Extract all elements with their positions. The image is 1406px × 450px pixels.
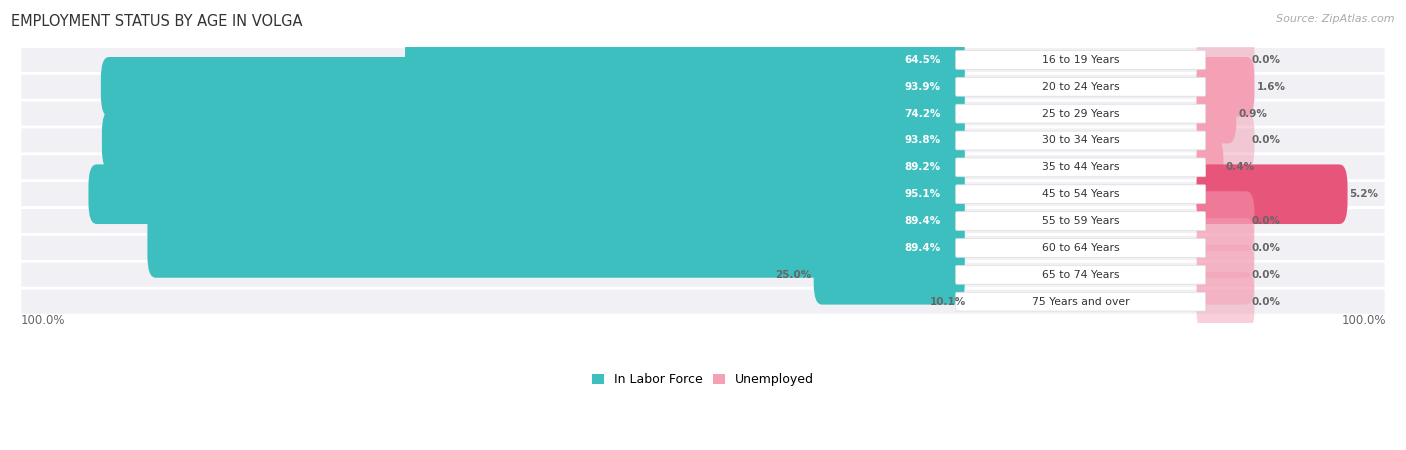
FancyBboxPatch shape — [20, 261, 1386, 288]
FancyBboxPatch shape — [1197, 84, 1236, 144]
FancyBboxPatch shape — [101, 111, 965, 170]
FancyBboxPatch shape — [20, 100, 1386, 127]
Text: 5.2%: 5.2% — [1350, 189, 1379, 199]
Text: 64.5%: 64.5% — [904, 55, 941, 65]
FancyBboxPatch shape — [20, 181, 1386, 207]
Text: 74.2%: 74.2% — [904, 108, 941, 119]
FancyBboxPatch shape — [1197, 111, 1254, 170]
Text: 10.1%: 10.1% — [929, 297, 966, 306]
Legend: In Labor Force, Unemployed: In Labor Force, Unemployed — [592, 373, 814, 386]
Text: 0.9%: 0.9% — [1239, 108, 1267, 119]
Text: 75 Years and over: 75 Years and over — [1032, 297, 1129, 306]
FancyBboxPatch shape — [956, 158, 1205, 177]
Text: 35 to 44 Years: 35 to 44 Years — [1042, 162, 1119, 172]
Text: 0.4%: 0.4% — [1226, 162, 1254, 172]
FancyBboxPatch shape — [305, 84, 965, 144]
Text: 93.9%: 93.9% — [905, 82, 941, 92]
FancyBboxPatch shape — [20, 73, 1386, 100]
FancyBboxPatch shape — [149, 138, 965, 197]
FancyBboxPatch shape — [956, 131, 1205, 150]
Text: 95.1%: 95.1% — [905, 189, 941, 199]
FancyBboxPatch shape — [956, 185, 1205, 203]
FancyBboxPatch shape — [956, 104, 1205, 123]
Text: 55 to 59 Years: 55 to 59 Years — [1042, 216, 1119, 226]
Text: 89.4%: 89.4% — [904, 216, 941, 226]
FancyBboxPatch shape — [1197, 57, 1254, 117]
FancyBboxPatch shape — [20, 127, 1386, 154]
FancyBboxPatch shape — [956, 77, 1205, 96]
Text: 20 to 24 Years: 20 to 24 Years — [1042, 82, 1119, 92]
Text: 65 to 74 Years: 65 to 74 Years — [1042, 270, 1119, 280]
FancyBboxPatch shape — [89, 164, 965, 224]
Text: 30 to 34 Years: 30 to 34 Years — [1042, 135, 1119, 145]
FancyBboxPatch shape — [814, 245, 965, 305]
Text: 60 to 64 Years: 60 to 64 Years — [1042, 243, 1119, 253]
FancyBboxPatch shape — [148, 218, 965, 278]
Text: 0.0%: 0.0% — [1251, 55, 1281, 65]
FancyBboxPatch shape — [1197, 138, 1223, 197]
FancyBboxPatch shape — [20, 234, 1386, 261]
FancyBboxPatch shape — [405, 30, 965, 90]
FancyBboxPatch shape — [956, 238, 1205, 257]
FancyBboxPatch shape — [956, 292, 1205, 311]
Text: 0.0%: 0.0% — [1251, 135, 1281, 145]
FancyBboxPatch shape — [101, 57, 965, 117]
FancyBboxPatch shape — [1197, 30, 1254, 90]
FancyBboxPatch shape — [956, 50, 1205, 69]
FancyBboxPatch shape — [1197, 272, 1254, 332]
Text: 0.0%: 0.0% — [1251, 216, 1281, 226]
FancyBboxPatch shape — [956, 266, 1205, 284]
FancyBboxPatch shape — [1197, 191, 1254, 251]
Text: 45 to 54 Years: 45 to 54 Years — [1042, 189, 1119, 199]
FancyBboxPatch shape — [956, 212, 1205, 230]
Text: 89.4%: 89.4% — [904, 243, 941, 253]
Text: 0.0%: 0.0% — [1251, 243, 1281, 253]
FancyBboxPatch shape — [20, 288, 1386, 315]
Text: 0.0%: 0.0% — [1251, 297, 1281, 306]
Text: 0.0%: 0.0% — [1251, 270, 1281, 280]
Text: 100.0%: 100.0% — [1341, 315, 1386, 328]
Text: 93.8%: 93.8% — [905, 135, 941, 145]
Text: 25.0%: 25.0% — [775, 270, 811, 280]
Text: EMPLOYMENT STATUS BY AGE IN VOLGA: EMPLOYMENT STATUS BY AGE IN VOLGA — [11, 14, 302, 28]
Text: 16 to 19 Years: 16 to 19 Years — [1042, 55, 1119, 65]
FancyBboxPatch shape — [1197, 245, 1254, 305]
FancyBboxPatch shape — [1197, 164, 1347, 224]
Text: 89.2%: 89.2% — [905, 162, 941, 172]
Text: 25 to 29 Years: 25 to 29 Years — [1042, 108, 1119, 119]
FancyBboxPatch shape — [20, 154, 1386, 181]
Text: Source: ZipAtlas.com: Source: ZipAtlas.com — [1277, 14, 1395, 23]
FancyBboxPatch shape — [148, 191, 965, 251]
Text: 100.0%: 100.0% — [20, 315, 65, 328]
FancyBboxPatch shape — [20, 207, 1386, 234]
FancyBboxPatch shape — [1197, 218, 1254, 278]
FancyBboxPatch shape — [20, 46, 1386, 73]
Text: 1.6%: 1.6% — [1257, 82, 1285, 92]
